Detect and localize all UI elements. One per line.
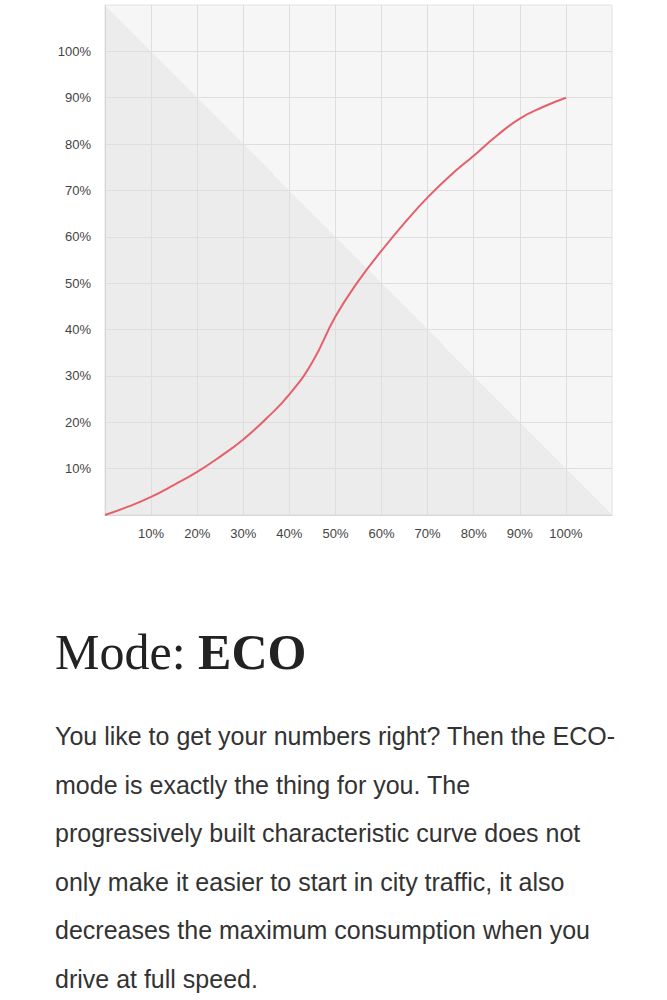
svg-text:50%: 50% bbox=[65, 276, 91, 291]
svg-text:80%: 80% bbox=[461, 526, 487, 541]
svg-text:100%: 100% bbox=[58, 44, 92, 59]
svg-text:90%: 90% bbox=[507, 526, 533, 541]
svg-text:60%: 60% bbox=[369, 526, 395, 541]
svg-text:20%: 20% bbox=[65, 415, 91, 430]
svg-text:70%: 70% bbox=[65, 183, 91, 198]
svg-text:40%: 40% bbox=[65, 322, 91, 337]
svg-text:80%: 80% bbox=[65, 137, 91, 152]
svg-text:20%: 20% bbox=[184, 526, 210, 541]
svg-text:100%: 100% bbox=[549, 526, 583, 541]
svg-text:50%: 50% bbox=[322, 526, 348, 541]
svg-text:70%: 70% bbox=[415, 526, 441, 541]
svg-text:60%: 60% bbox=[65, 229, 91, 244]
svg-text:90%: 90% bbox=[65, 90, 91, 105]
svg-text:30%: 30% bbox=[65, 368, 91, 383]
svg-text:10%: 10% bbox=[138, 526, 164, 541]
svg-text:40%: 40% bbox=[276, 526, 302, 541]
svg-text:10%: 10% bbox=[65, 461, 91, 476]
svg-text:30%: 30% bbox=[230, 526, 256, 541]
html-text:You like to get your numbers r: You like to get your numbers right? Then… bbox=[55, 722, 615, 993]
html-text:Mode: ECO: Mode: ECO bbox=[55, 624, 307, 680]
